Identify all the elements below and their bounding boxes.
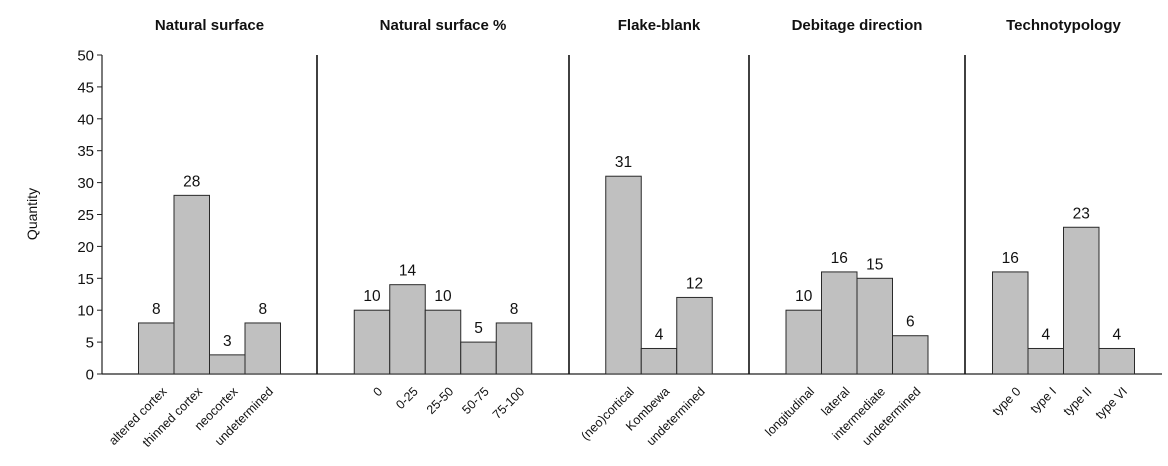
category-label: 25-50 xyxy=(424,384,457,417)
data-label: 4 xyxy=(1112,326,1121,343)
data-label: 5 xyxy=(474,320,483,337)
bar xyxy=(606,176,642,374)
bar xyxy=(425,310,461,374)
bar xyxy=(174,195,210,374)
bar xyxy=(461,342,497,374)
data-label: 3 xyxy=(223,333,232,350)
bar xyxy=(139,323,175,374)
bar xyxy=(677,297,713,374)
y-tick-label: 50 xyxy=(77,48,94,65)
category-label: 0 xyxy=(371,384,386,399)
data-label: 31 xyxy=(615,154,632,171)
bar xyxy=(1028,348,1064,374)
panel-title: Natural surface % xyxy=(380,17,507,34)
panel: Natural surface % 10 0 14 0-25 10 25-50 5 50-75 8… xyxy=(354,17,532,422)
data-label: 28 xyxy=(183,173,200,190)
data-label: 6 xyxy=(906,314,915,331)
category-label: 0-25 xyxy=(393,384,421,412)
panel-title: Debitage direction xyxy=(792,17,923,34)
panel-title: Natural surface xyxy=(155,17,264,34)
category-label: (neo)cortical xyxy=(578,384,637,443)
bar xyxy=(641,348,677,374)
panel: Debitage direction 10 longitudinal 16 latera… xyxy=(762,17,928,448)
data-label: 10 xyxy=(434,288,452,305)
y-tick-label: 20 xyxy=(77,239,94,256)
category-label: 75-100 xyxy=(490,384,527,421)
data-label: 10 xyxy=(363,288,381,305)
bar xyxy=(245,323,281,374)
data-label: 12 xyxy=(686,275,703,292)
y-tick-label: 15 xyxy=(77,271,94,288)
y-tick-label: 5 xyxy=(86,335,94,352)
panel-title: Technotypology xyxy=(1006,17,1121,34)
category-label: type I xyxy=(1028,384,1060,416)
category-label: 50-75 xyxy=(459,384,492,417)
data-label: 8 xyxy=(510,301,519,318)
panel-title: Flake-blank xyxy=(618,17,701,34)
bar xyxy=(786,310,822,374)
category-label: type 0 xyxy=(990,384,1024,418)
data-label: 4 xyxy=(1041,326,1050,343)
data-label: 8 xyxy=(152,301,161,318)
data-label: 10 xyxy=(795,288,813,305)
data-label: 4 xyxy=(655,326,664,343)
y-tick-label: 40 xyxy=(77,111,94,128)
bar xyxy=(993,272,1029,374)
data-label: 16 xyxy=(831,250,848,267)
bar xyxy=(822,272,858,374)
y-tick-label: 0 xyxy=(86,367,94,384)
y-tick-label: 10 xyxy=(77,303,94,320)
y-axis-label: Quantity xyxy=(24,188,40,240)
y-tick-label: 30 xyxy=(77,175,94,192)
data-label: 16 xyxy=(1002,250,1019,267)
data-label: 8 xyxy=(258,301,267,318)
bar xyxy=(354,310,390,374)
data-label: 14 xyxy=(399,263,417,280)
bar xyxy=(893,336,929,374)
bar xyxy=(857,278,893,374)
y-tick-label: 45 xyxy=(77,79,94,96)
category-label: type VI xyxy=(1093,384,1130,421)
y-tick-label: 35 xyxy=(77,143,94,160)
bar xyxy=(210,355,246,374)
bar xyxy=(390,285,426,374)
bar xyxy=(496,323,532,374)
category-label: longitudinal xyxy=(762,384,817,439)
bar xyxy=(1064,227,1100,374)
category-label: type II xyxy=(1061,384,1095,418)
data-label: 15 xyxy=(866,256,883,273)
panel: Flake-blank31(neo)cortical4Kombewa12unde… xyxy=(578,17,712,448)
category-label: lateral xyxy=(819,384,853,418)
data-label: 23 xyxy=(1073,205,1090,222)
y-tick-label: 25 xyxy=(77,207,94,224)
panel: Technotypology 16 type 0 4 type I 23 type II 4 t… xyxy=(990,17,1135,422)
bar xyxy=(1099,348,1135,374)
